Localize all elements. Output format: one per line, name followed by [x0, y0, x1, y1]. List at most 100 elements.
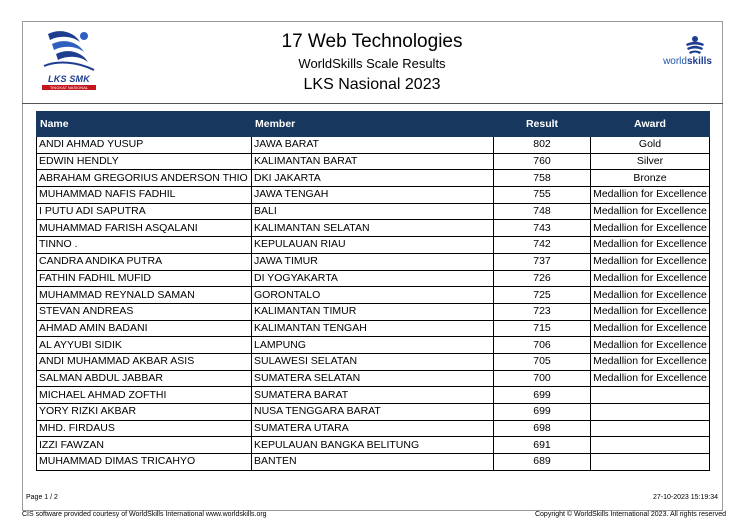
- cell-result: 743: [493, 219, 591, 238]
- cell-member: JAWA BARAT: [251, 136, 494, 154]
- cell-member: KEPULAUAN RIAU: [251, 236, 494, 254]
- cell-result: 760: [493, 152, 591, 171]
- cell-member: JAWA TIMUR: [251, 252, 494, 271]
- cell-award: [590, 436, 710, 455]
- cell-result: 726: [493, 269, 591, 288]
- cell-result: 737: [493, 252, 591, 271]
- cell-name: ABRAHAM GREGORIUS ANDERSON THIO: [36, 169, 252, 188]
- software-credit: CIS software provided courtesy of WorldS…: [22, 511, 267, 518]
- cell-member: NUSA TENGGARA BARAT: [251, 403, 494, 421]
- cell-award: Medallion for Excellence: [590, 269, 710, 288]
- table-header-row: Name Member Result Award: [36, 111, 710, 137]
- cell-result: 742: [493, 236, 591, 254]
- cell-award: [590, 419, 710, 438]
- cell-award: Medallion for Excellence: [590, 252, 710, 271]
- cell-result: 699: [493, 403, 591, 421]
- lks-smk-text: LKS SMK: [48, 74, 90, 84]
- cell-member: DI YOGYAKARTA: [251, 269, 494, 288]
- cell-award: Medallion for Excellence: [590, 352, 710, 371]
- cell-member: KEPULAUAN BANGKA BELITUNG: [251, 436, 494, 455]
- cell-name: MICHAEL AHMAD ZOFTHI: [36, 386, 252, 404]
- cell-member: GORONTALO: [251, 286, 494, 304]
- cell-name: AHMAD AMIN BADANI: [36, 319, 252, 338]
- page-frame: [22, 21, 723, 511]
- cell-award: Silver: [590, 152, 710, 171]
- cell-name: I PUTU ADI SAPUTRA: [36, 202, 252, 221]
- table-row: MUHAMMAD FARISH ASQALANI KALIMANTAN SELAT…: [36, 219, 710, 238]
- cell-award: Medallion for Excellence: [590, 219, 710, 238]
- cell-name: AL AYYUBI SIDIK: [36, 336, 252, 354]
- table-row: TINNO . KEPULAUAN RIAU 742 Medallion for Ex…: [36, 236, 710, 254]
- column-header-award: Award: [590, 111, 710, 137]
- cell-name: FATHIN FADHIL MUFID: [36, 269, 252, 288]
- cell-name: YORY RIZKI AKBAR: [36, 403, 252, 421]
- cell-member: JAWA TENGAH: [251, 186, 494, 204]
- copyright-notice: Copyright © WorldSkills International 20…: [534, 511, 726, 518]
- event-name: LKS Nasional 2023: [303, 76, 441, 93]
- page-subtitle: WorldSkills Scale Results: [298, 56, 446, 71]
- worldskills-icon: [686, 36, 704, 54]
- table-row: MICHAEL AHMAD ZOFTHI SUMATERA BARAT 699: [36, 386, 710, 404]
- cell-award: Medallion for Excellence: [590, 202, 710, 221]
- cell-result: 698: [493, 419, 591, 438]
- column-header-member: Member: [251, 111, 494, 137]
- worldskills-logo: worldskills: [652, 35, 712, 71]
- lks-smk-subtext: TINGKAT NASIONAL: [42, 85, 96, 90]
- worldskills-wordmark-bold: skills: [686, 56, 712, 67]
- table-row: MUHAMMAD DIMAS TRICAHYO BANTEN 689: [36, 453, 710, 471]
- page-number: Page 1 / 2: [26, 494, 58, 501]
- cell-result: 705: [493, 352, 591, 371]
- cell-name: MUHAMMAD NAFIS FADHIL: [36, 186, 252, 204]
- cell-name: ANDI MUHAMMAD AKBAR ASIS: [36, 352, 252, 371]
- table-row: EDWIN HENDLY KALIMANTAN BARAT 760 Silver: [36, 152, 710, 171]
- cell-result: 715: [493, 319, 591, 338]
- cell-member: BANTEN: [251, 453, 494, 471]
- cell-award: Medallion for Excellence: [590, 186, 710, 204]
- table-row: CANDRA ANDIKA PUTRA JAWA TIMUR 737 Medallio…: [36, 252, 710, 271]
- cell-result: 700: [493, 369, 591, 388]
- table-row: MHD. FIRDAUS SUMATERA UTARA 698: [36, 419, 710, 438]
- cell-name: EDWIN HENDLY: [36, 152, 252, 171]
- header-divider: [22, 103, 723, 104]
- page-title: 17 Web Technologies: [281, 31, 463, 52]
- cell-result: 689: [493, 453, 591, 471]
- table-row: SALMAN ABDUL JABBAR SUMATERA SELATAN 700 Me…: [36, 369, 710, 388]
- cell-member: SUMATERA UTARA: [251, 419, 494, 438]
- cell-award: Medallion for Excellence: [590, 336, 710, 354]
- cell-name: IZZI FAWZAN: [36, 436, 252, 455]
- cell-result: 748: [493, 202, 591, 221]
- table-row: I PUTU ADI SAPUTRA BALI 748 Medallion for E…: [36, 202, 710, 221]
- table-row: IZZI FAWZAN KEPULAUAN BANGKA BELITUNG 691: [36, 436, 710, 455]
- cell-member: KALIMANTAN TENGAH: [251, 319, 494, 338]
- table-row: ANDI MUHAMMAD AKBAR ASIS SULAWESI SELATAN…: [36, 352, 710, 371]
- cell-member: DKI JAKARTA: [251, 169, 494, 188]
- table-row: YORY RIZKI AKBAR NUSA TENGGARA BARAT 699: [36, 403, 710, 421]
- cell-name: CANDRA ANDIKA PUTRA: [36, 252, 252, 271]
- cell-award: Medallion for Excellence: [590, 286, 710, 304]
- cell-award: Medallion for Excellence: [590, 302, 710, 321]
- cell-result: 758: [493, 169, 591, 188]
- results-table: Name Member Result Award ANDI AHMAD YUSU…: [36, 111, 710, 471]
- cell-award: [590, 403, 710, 421]
- cell-member: KALIMANTAN SELATAN: [251, 219, 494, 238]
- cell-result: 699: [493, 386, 591, 404]
- cell-award: [590, 386, 710, 404]
- cell-award: Bronze: [590, 169, 710, 188]
- cell-name: MHD. FIRDAUS: [36, 419, 252, 438]
- cell-result: 706: [493, 336, 591, 354]
- cell-result: 802: [493, 136, 591, 154]
- table-row: ANDI AHMAD YUSUP JAWA BARAT 802 Gold: [36, 136, 710, 154]
- cell-award: Medallion for Excellence: [590, 369, 710, 388]
- cell-result: 755: [493, 186, 591, 204]
- cell-name: MUHAMMAD FARISH ASQALANI: [36, 219, 252, 238]
- cell-name: STEVAN ANDREAS: [36, 302, 252, 321]
- cell-name: MUHAMMAD REYNALD SAMAN: [36, 286, 252, 304]
- cell-name: MUHAMMAD DIMAS TRICAHYO: [36, 453, 252, 471]
- lks-smk-logo: LKS SMK TINGKAT NASIONAL: [38, 26, 100, 94]
- cell-member: SUMATERA BARAT: [251, 386, 494, 404]
- cell-name: SALMAN ABDUL JABBAR: [36, 369, 252, 388]
- cell-member: SUMATERA SELATAN: [251, 369, 494, 388]
- worldskills-wordmark: worldskills: [652, 56, 712, 67]
- column-header-result: Result: [493, 111, 591, 137]
- table-row: MUHAMMAD NAFIS FADHIL JAWA TENGAH 755 Medal…: [36, 186, 710, 204]
